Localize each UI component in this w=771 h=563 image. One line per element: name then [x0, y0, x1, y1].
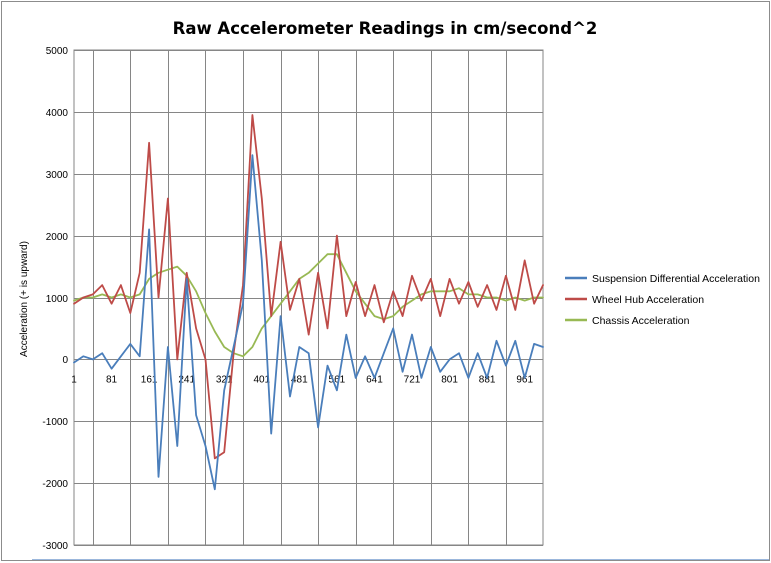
y-tick-label: 0 — [62, 355, 68, 366]
x-tick-label: 241 — [178, 375, 195, 386]
x-tick-label: 401 — [253, 375, 270, 386]
chart-title: Raw Accelerometer Readings in cm/second^… — [173, 19, 598, 38]
x-tick-label: 801 — [441, 375, 458, 386]
x-tick-label: 161 — [141, 375, 158, 386]
x-tick-label: 881 — [479, 375, 496, 386]
x-tick-label: 721 — [404, 375, 421, 386]
y-tick-label: 3000 — [46, 170, 69, 181]
x-tick-label: 321 — [216, 375, 233, 386]
series-line-3 — [73, 253, 544, 358]
x-tick-label: 481 — [291, 375, 308, 386]
legend: Suspension Differential Acceleration Whee… — [565, 273, 760, 327]
x-tick-label: 1 — [71, 375, 77, 386]
y-tick-label: 2000 — [46, 232, 69, 243]
series-line-1 — [73, 154, 544, 491]
plot-area: 5000 4000 3000 2000 1000 0 -1000 -2000 -3000 1 81 1… — [42, 46, 544, 552]
y-tick-label: -3000 — [42, 541, 68, 552]
x-tick-label: 81 — [106, 375, 118, 386]
y-axis-label: Acceleration (+ is upward) — [19, 241, 30, 357]
legend-label: Chassis Acceleration — [592, 315, 690, 327]
legend-label: Suspension Differential Acceleration — [592, 273, 760, 285]
x-tick-label: 961 — [516, 375, 533, 386]
bottom-divider — [32, 559, 769, 560]
x-tick-label: 561 — [329, 375, 346, 386]
y-tick-label: -2000 — [42, 479, 68, 490]
x-tick-label: 641 — [366, 375, 383, 386]
series-line-2 — [73, 114, 544, 460]
legend-label: Wheel Hub Acceleration — [592, 294, 704, 306]
y-tick-label: -1000 — [42, 417, 68, 428]
y-tick-label: 4000 — [46, 108, 69, 119]
y-tick-label: 1000 — [46, 294, 69, 305]
y-tick-label: 5000 — [46, 46, 69, 57]
